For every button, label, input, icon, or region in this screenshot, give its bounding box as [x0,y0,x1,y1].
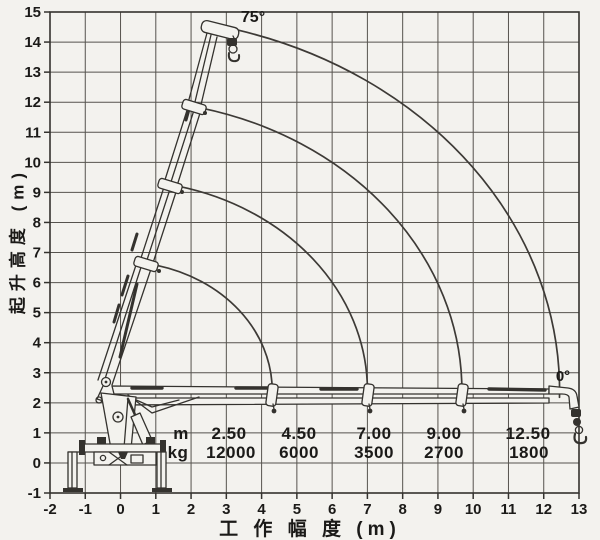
y-tick-label: 0 [33,455,41,472]
x-axis-title: 工 作 幅 度 (m) [219,519,401,540]
x-tick-label: 10 [465,501,482,518]
load-table-capacity-1: 12000 [206,443,256,462]
y-tick-label: 5 [33,305,41,322]
x-tick-label: 12 [535,501,552,518]
boom-reach-arc [156,264,274,390]
x-tick-label: 3 [222,501,230,518]
boom-angle-min-label: 0° [555,368,571,385]
y-tick-label: 3 [33,365,41,382]
boom-reach-arc [199,106,463,390]
y-tick-label: 14 [24,34,41,51]
boom-reach-arc [177,185,369,388]
y-tick-label: 12 [24,94,41,111]
axis-ticks [44,11,580,499]
crane-illustration [63,19,588,492]
x-tick-label: -2 [43,501,56,518]
load-table-radius-1: 2.50 [211,424,247,443]
x-tick-label: 9 [434,501,442,518]
load-table-radius-2: 4.50 [281,424,317,443]
hook-top [227,35,241,63]
load-table-radius-5: 12.50 [505,424,551,443]
reach-arcs [156,29,561,399]
x-tick-label: 2 [187,501,195,518]
boom-reach-arc [237,29,561,399]
load-table-row-label-m: m [173,424,189,443]
boom-horizontal-0deg [111,383,580,414]
x-tick-label: 8 [398,501,406,518]
y-tick-label: 4 [33,335,42,352]
load-table-row-label-kg: kg [167,443,189,462]
x-tick-label: 7 [363,501,371,518]
y-tick-label: 15 [24,4,41,21]
load-table-capacity-3: 3500 [354,443,394,462]
y-tick-label: 10 [24,154,41,171]
y-tick-label: 13 [24,64,41,81]
x-tick-label: 6 [328,501,336,518]
x-tick-label: -1 [79,501,92,518]
y-tick-label: -1 [28,485,41,502]
load-table-capacity-5: 1800 [509,443,549,462]
y-tick-label: 11 [25,124,41,141]
x-tick-label: 4 [257,501,266,518]
y-axis-title: 起升高度 (m) [8,166,28,315]
x-tick-labels: -2 -1 0 1 2 3 4 5 6 7 8 9 10 11 12 13 [43,501,587,518]
x-tick-label: 13 [571,501,588,518]
y-tick-label: 2 [33,395,41,412]
x-tick-label: 0 [116,501,124,518]
load-table-radius-3: 7.00 [356,424,392,443]
y-tick-label: 1 [33,425,41,442]
load-table-capacity-4: 2700 [424,443,464,462]
grid-lines [49,11,580,494]
x-tick-label: 5 [293,501,301,518]
y-tick-label: 7 [33,245,41,262]
x-tick-label: 1 [152,501,160,518]
x-tick-label: 11 [501,501,517,518]
boom-raised-75deg [97,19,240,386]
load-table-capacity-2: 6000 [279,443,319,462]
crane-base [63,437,172,492]
load-table-radius-4: 9.00 [426,424,462,443]
y-tick-label: 8 [33,214,41,231]
y-tick-label: 6 [33,275,41,292]
boom-angle-max-label: 75° [240,9,266,26]
hook-right [571,409,588,445]
y-tick-label: 9 [33,184,41,201]
